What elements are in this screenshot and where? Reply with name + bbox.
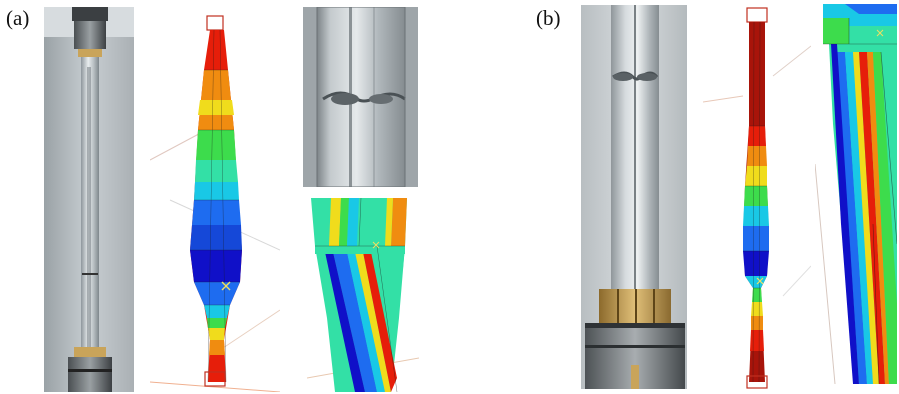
fe-contour-full-b	[703, 6, 811, 392]
fe-contour-closeup-a	[307, 198, 419, 392]
photo-local-buckle-a	[303, 7, 418, 187]
fe-contour-full-a	[150, 10, 280, 392]
max-point-marker	[221, 281, 231, 291]
photo-specimen-full-a	[44, 7, 134, 392]
panel-label-b: (b)	[536, 6, 561, 30]
panel-label-a: (a)	[6, 6, 30, 30]
photo-specimen-full-b	[581, 5, 687, 389]
fe-contour-closeup-b	[815, 4, 897, 390]
